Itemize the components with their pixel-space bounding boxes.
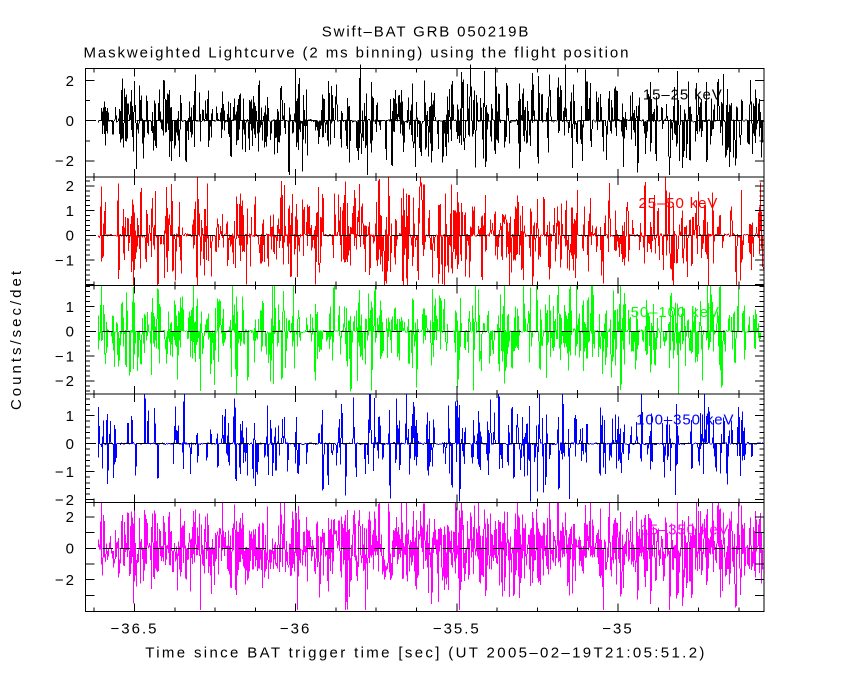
- svg-text:−36.5: −36.5: [111, 621, 159, 638]
- svg-text:−2: −2: [55, 492, 76, 509]
- svg-text:15–350 keV: 15–350 keV: [640, 522, 729, 539]
- svg-text:0: 0: [66, 324, 76, 341]
- svg-text:1: 1: [66, 408, 76, 425]
- svg-text:0: 0: [66, 113, 76, 130]
- svg-text:0: 0: [66, 541, 76, 558]
- svg-text:50–100 keV: 50–100 keV: [631, 304, 720, 321]
- svg-text:−2: −2: [55, 373, 76, 390]
- svg-text:100–350 keV: 100–350 keV: [636, 412, 734, 429]
- svg-text:−1: −1: [55, 464, 76, 481]
- svg-text:−35: −35: [602, 621, 633, 638]
- svg-text:2: 2: [66, 73, 76, 90]
- svg-text:Maskweighted Lightcurve (2 ms: Maskweighted Lightcurve (2 ms binning) u…: [84, 45, 631, 62]
- svg-text:25–50 keV: 25–50 keV: [638, 195, 718, 212]
- svg-text:15–25 keV: 15–25 keV: [643, 87, 723, 104]
- svg-text:Swift–BAT GRB 050219B: Swift–BAT GRB 050219B: [322, 24, 530, 41]
- svg-text:Time since BAT trigger time [s: Time since BAT trigger time [sec] (UT 20…: [145, 645, 706, 662]
- svg-text:0: 0: [66, 228, 76, 245]
- svg-text:−2: −2: [55, 153, 76, 170]
- svg-text:2: 2: [66, 509, 76, 526]
- svg-text:−1: −1: [55, 348, 76, 365]
- svg-text:Counts/sec/det: Counts/sec/det: [8, 268, 25, 410]
- svg-text:−36: −36: [280, 621, 311, 638]
- svg-text:−1: −1: [55, 252, 76, 269]
- svg-text:0: 0: [66, 436, 76, 453]
- svg-text:1: 1: [66, 203, 76, 220]
- svg-text:−35.5: −35.5: [433, 621, 481, 638]
- svg-text:1: 1: [66, 299, 76, 316]
- svg-text:2: 2: [66, 178, 76, 195]
- svg-text:−2: −2: [55, 572, 76, 589]
